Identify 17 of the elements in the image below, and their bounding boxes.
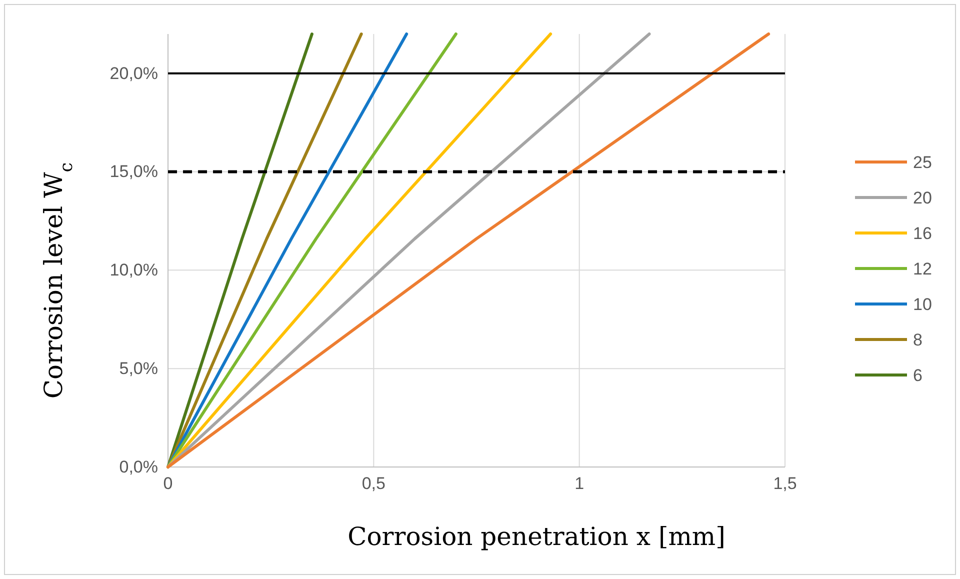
x-tick-label: 1,5 xyxy=(773,474,797,494)
legend-label: 6 xyxy=(913,366,922,385)
x-tick-label: 0,5 xyxy=(362,474,386,494)
y-tick-label: 20,0% xyxy=(110,64,158,83)
x-axis-title: Corrosion penetration x [mm] xyxy=(348,522,726,551)
x-tick-label: 0 xyxy=(163,474,173,494)
legend-label: 25 xyxy=(913,153,932,172)
legend-label: 16 xyxy=(913,224,932,243)
y-tick-label: 5,0% xyxy=(119,359,158,378)
legend-label: 10 xyxy=(913,295,932,314)
y-tick-label: 0,0% xyxy=(119,457,158,476)
y-tick-label: 10,0% xyxy=(110,260,158,280)
legend-label: 12 xyxy=(913,260,932,278)
y-tick-label: 15,0% xyxy=(110,162,158,182)
legend-label: 20 xyxy=(913,188,932,208)
x-tick-label: 1 xyxy=(574,474,584,494)
legend-label: 8 xyxy=(913,330,922,350)
